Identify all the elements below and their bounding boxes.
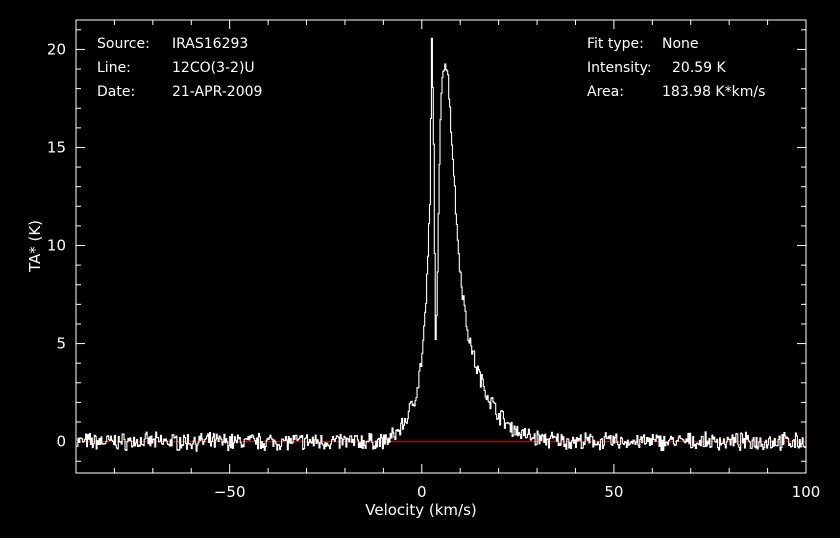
x-tick-label: −50 bbox=[214, 483, 246, 501]
source-value: IRAS16293 bbox=[172, 36, 249, 52]
date-label: Date: bbox=[97, 84, 136, 100]
line-label: Line: bbox=[97, 60, 131, 76]
x-tick-label: 50 bbox=[604, 483, 623, 501]
intensity-label: Intensity: bbox=[587, 60, 652, 76]
y-tick-label: 20 bbox=[47, 40, 66, 58]
fit-type-label: Fit type: bbox=[587, 36, 644, 52]
y-tick-label: 0 bbox=[56, 433, 66, 451]
date-value: 21-APR-2009 bbox=[172, 84, 263, 100]
y-tick-label: 15 bbox=[47, 138, 66, 156]
spectrum-line bbox=[76, 37, 807, 452]
area-value: 183.98 K*km/s bbox=[662, 84, 766, 100]
x-tick-label: 100 bbox=[792, 483, 821, 501]
area-label: Area: bbox=[587, 84, 624, 100]
y-tick-label: 10 bbox=[47, 237, 66, 255]
y-axis-label: TA* (K) bbox=[26, 220, 44, 273]
x-axis-label: Velocity (km/s) bbox=[365, 501, 476, 519]
x-tick-label: 0 bbox=[417, 483, 427, 501]
y-tick-label: 5 bbox=[56, 335, 66, 353]
intensity-value: 20.59 K bbox=[672, 60, 726, 76]
fit-type-value: None bbox=[662, 36, 699, 52]
line-value: 12CO(3-2)U bbox=[172, 60, 255, 76]
source-label: Source: bbox=[97, 36, 150, 52]
plot-frame bbox=[75, 19, 807, 474]
